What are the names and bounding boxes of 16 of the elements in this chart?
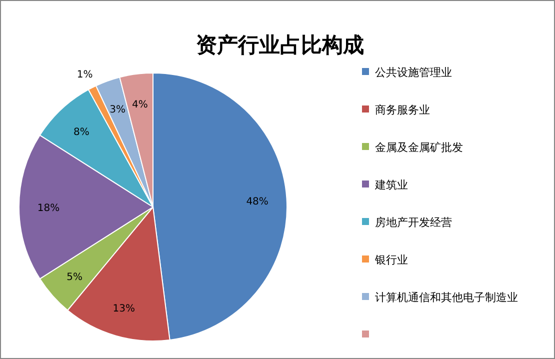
legend-label: 房地产开发经营 [375, 216, 452, 229]
legend-label: 商务服务业 [375, 104, 430, 116]
legend-label: 计算机通信和其他电子制造业 [375, 291, 518, 304]
legend-label: 公共设施管理业 [375, 66, 452, 79]
data-label: 13% [112, 303, 135, 314]
data-label: 8% [74, 126, 90, 138]
chart-title: 资产行业占比构成 [196, 33, 364, 57]
legend-label: 银行业 [374, 254, 408, 266]
legend-label: 金属及金属矿批发 [375, 141, 463, 154]
data-label: 18% [37, 203, 60, 214]
data-label: 48% [246, 196, 268, 208]
legend-label: 建筑业 [374, 178, 408, 192]
data-label: 5% [66, 272, 83, 284]
data-label: 1% [76, 69, 93, 80]
data-label: 3% [110, 104, 126, 116]
data-label: 4% [132, 99, 148, 110]
